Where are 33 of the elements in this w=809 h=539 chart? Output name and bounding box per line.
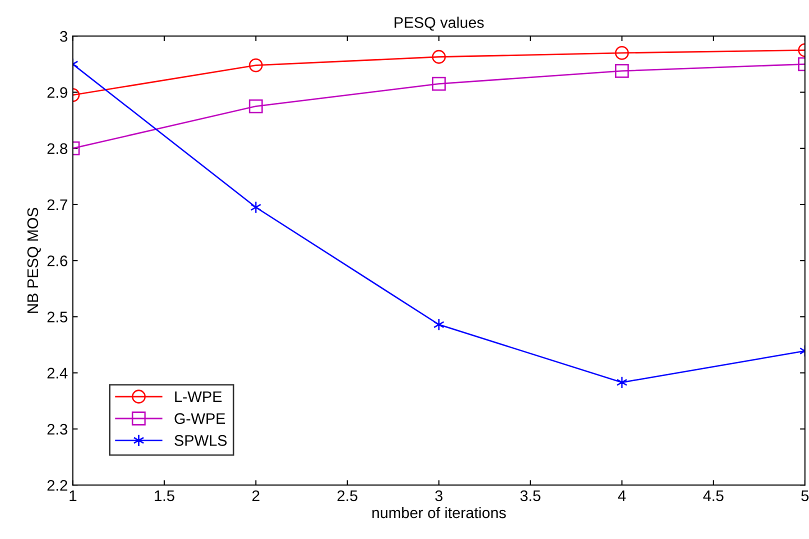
legend-label: SPWLS (174, 435, 227, 446)
x-tick-label: 5 (801, 490, 809, 502)
point (248, 58, 263, 72)
x-tick-label: 4.5 (703, 490, 724, 502)
y-tick-label: 2.9 (47, 87, 68, 98)
x-tick-label: 3 (435, 490, 442, 502)
x-tick-label: 3.5 (520, 490, 540, 502)
y-tick-label: 2.3 (47, 424, 68, 435)
y-tick-label: 2.5 (47, 312, 68, 322)
y-tick-label: 2.7 (47, 199, 68, 210)
point (248, 99, 263, 114)
x-axis-title: number of iterations (372, 506, 506, 518)
legend-label: G-WPE (174, 413, 226, 424)
y-tick-label: 2.8 (47, 143, 68, 154)
x-tick-label: 2.5 (338, 490, 358, 502)
point (432, 76, 446, 91)
legend-label: L-WPE (175, 391, 222, 402)
point (616, 376, 628, 389)
y-tick-label: 3 (60, 30, 68, 42)
point (614, 64, 629, 78)
y-tick-label: 2.6 (47, 255, 68, 266)
x-tick-label: 1.5 (154, 490, 174, 502)
x-tick-label: 4 (618, 490, 626, 502)
x-tick-label: 1 (70, 490, 76, 502)
y-tick-label: 2.2 (47, 480, 68, 491)
point (614, 46, 629, 60)
point (432, 50, 446, 64)
chart-title: PESQ values (394, 16, 484, 31)
y-tick-label: 2.4 (47, 368, 68, 378)
point (250, 201, 262, 214)
y-axis-title: NB PESQ MOS (27, 208, 41, 313)
point (433, 318, 444, 331)
x-tick-label: 2 (252, 490, 260, 502)
